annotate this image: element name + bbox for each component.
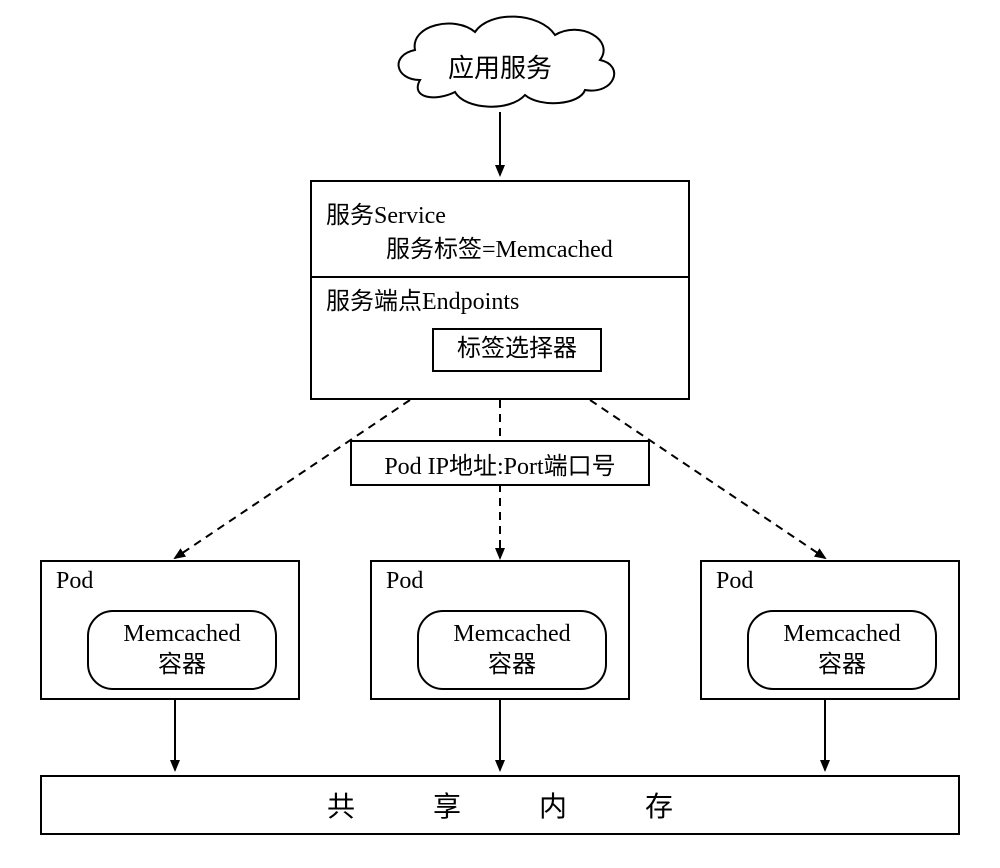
memcached-container-1: Memcached 容器 (87, 610, 277, 690)
container-2-line2: 容器 (453, 650, 570, 681)
cloud-label-text: 应用服务 (448, 48, 552, 85)
pod-label-1: Pod (56, 568, 93, 595)
service-box: 服务Service 服务标签=Memcached 服务端点Endpoints 标… (310, 180, 690, 400)
endpoints-title: 服务端点Endpoints (326, 286, 674, 320)
container-3-line1: Memcached (783, 619, 900, 650)
shared-memory-box: 共享内存 (40, 775, 960, 835)
pod-label-2: Pod (386, 568, 423, 595)
pod-box-3: Pod Memcached 容器 (700, 560, 960, 700)
shared-memory-text: 共享内存 (327, 785, 751, 825)
label-selector-box: 标签选择器 (432, 328, 602, 372)
connector-layer (0, 0, 1000, 868)
container-1-line2: 容器 (123, 650, 240, 681)
container-1-line1: Memcached (123, 619, 240, 650)
service-tag-line: 服务标签=Memcached (326, 234, 674, 268)
container-3-line2: 容器 (783, 650, 900, 681)
label-selector-text: 标签选择器 (457, 333, 577, 367)
pod-box-1: Pod Memcached 容器 (40, 560, 300, 700)
endpoints-section: 服务端点Endpoints 标签选择器 (312, 278, 688, 388)
port-box-text: Pod IP地址:Port端口号 (384, 446, 615, 481)
service-title: 服务Service (326, 200, 674, 234)
service-header: 服务Service 服务标签=Memcached (312, 192, 688, 275)
port-box: Pod IP地址:Port端口号 (350, 440, 650, 486)
pod-label-3: Pod (716, 568, 753, 595)
memcached-container-2: Memcached 容器 (417, 610, 607, 690)
memcached-container-3: Memcached 容器 (747, 610, 937, 690)
pod-box-2: Pod Memcached 容器 (370, 560, 630, 700)
container-2-line1: Memcached (453, 619, 570, 650)
cloud-node: 应用服务 (440, 48, 560, 85)
